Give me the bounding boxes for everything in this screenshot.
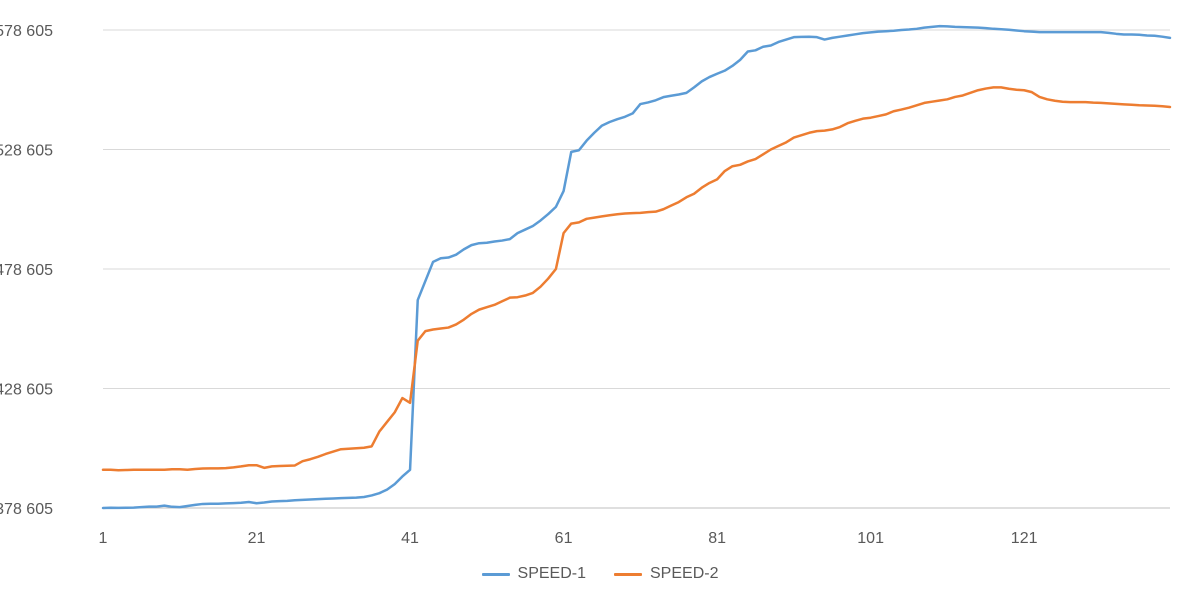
legend-item-speed-2: SPEED-2 — [614, 565, 718, 583]
x-tick-label: 121 — [1011, 530, 1038, 547]
y-tick-label: 528 605 — [0, 143, 53, 160]
x-tick-label: 61 — [555, 530, 573, 547]
y-tick-label: 378 605 — [0, 501, 53, 518]
legend-swatch-speed-1 — [481, 572, 510, 576]
y-tick-label: 478 605 — [0, 262, 53, 279]
y-tick-label: 428 605 — [0, 382, 53, 399]
legend-item-speed-1: SPEED-1 — [481, 565, 586, 583]
legend-swatch-speed-2 — [614, 572, 642, 576]
legend-label-speed-2: SPEED-2 — [650, 565, 719, 582]
legend: SPEED-1 SPEED-2 — [0, 562, 1200, 586]
series-line-speed-1 — [101, 24, 1172, 510]
x-axis-tick-labels: 1 21 41 61 81 101 121 — [99, 530, 1038, 547]
legend-label-speed-1: SPEED-1 — [517, 565, 586, 582]
x-tick-label: 1 — [99, 530, 108, 547]
x-tick-label: 21 — [248, 530, 266, 547]
gridlines — [103, 29, 1170, 389]
x-tick-label: 101 — [857, 530, 884, 547]
y-axis-tick-labels: 378 605 428 605 478 605 528 605 578 605 — [0, 23, 53, 518]
series-group — [101, 24, 1172, 510]
x-tick-label: 41 — [401, 530, 419, 547]
x-tick-label: 81 — [708, 530, 726, 547]
y-tick-label: 578 605 — [0, 23, 53, 40]
series-line-speed-2 — [101, 86, 1172, 472]
